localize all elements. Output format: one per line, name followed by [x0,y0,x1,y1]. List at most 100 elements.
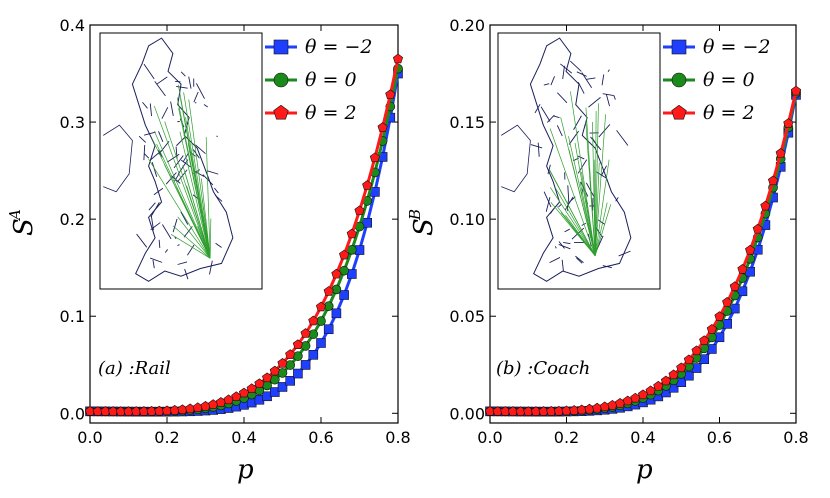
map-link [543,83,550,86]
panel-a-label: (a) :Rail [98,358,171,379]
data-point [246,383,257,394]
data-point [671,72,687,88]
panel-a-inset-map [99,32,263,290]
map-link [203,104,208,108]
data-point [385,89,396,99]
panel-b-coach: 0.0 0.2 0.4 0.6 0.8 0.00 0.05 0.10 0.15 0.20 θ = … [406,16,809,485]
map-link [177,261,188,265]
data-point [269,365,280,376]
data-point [346,228,357,239]
map-link [182,153,189,163]
map-shortcut [170,234,211,259]
data-point [339,249,350,260]
data-point [671,104,687,120]
data-point [369,152,380,163]
data-point [285,376,296,386]
map-link [601,74,605,86]
map-link [151,161,158,177]
map-link [215,242,222,248]
map-link [557,92,568,104]
map-link [534,103,541,114]
map-link [577,81,585,94]
map-link [550,76,555,86]
map-shortcut [594,114,606,256]
data-point [706,323,717,334]
data-point [660,375,672,386]
data-point [300,328,311,338]
y-tick-label: 0.00 [449,404,485,423]
map-link [172,218,178,233]
inset-frame [497,32,661,290]
panel-a-rail: 0.0 0.2 0.4 0.6 0.80.00.10.20.30.4 θ = −2θ =… [6,16,411,485]
map-link [537,142,540,157]
map-link [143,63,155,80]
map-link [161,107,169,119]
data-point [714,311,725,321]
panel-a-xlabel: p [237,455,254,485]
data-point [362,217,373,228]
map-link [546,114,555,123]
map-link [153,187,164,196]
data-point [362,180,373,190]
panel-b-ylabel: S B [406,209,439,236]
map-outline [529,37,632,282]
map-link [530,144,543,149]
map-link [556,125,563,137]
data-point [671,39,687,55]
map-shortcut [205,137,211,259]
map-link [144,131,156,136]
data-point [392,53,404,64]
map-link [164,249,169,253]
data-point [775,148,786,158]
map-link [547,164,551,175]
map-shortcut [176,187,211,259]
map-shortcut [548,169,596,256]
map-link [613,95,616,100]
x-tick-label: 0.0 [477,428,502,447]
map-shortcut [549,187,596,256]
y-tick-label: 0.20 [449,16,485,35]
map-shortcut [571,226,596,256]
map-link [206,170,219,175]
legend-label: θ = 0 [703,69,755,91]
data-point [273,72,289,88]
panel-b-series [484,85,802,417]
data-point [339,290,349,300]
map-link [214,187,219,194]
map-link [158,131,164,142]
map-link [195,144,206,155]
map-link [576,257,583,264]
map-link [174,174,180,182]
map-link [195,83,205,99]
map-link [605,94,610,107]
panel-b-ylabel-sup: B [406,209,424,221]
y-tick-label: 0.1 [60,307,85,326]
map-link [136,233,148,248]
x-tick-label: 0.4 [630,428,655,447]
map-link [187,244,195,256]
y-tick-label: 0.0 [60,404,85,423]
map-ireland [103,124,133,193]
map-link [170,101,174,117]
inset-frame [99,32,263,290]
data-point [285,349,296,359]
map-link [158,239,161,248]
data-point [645,385,656,396]
data-point [323,286,334,296]
map-link [177,244,180,246]
data-point [783,118,794,128]
map-link [177,169,188,183]
map-shortcut [570,91,596,256]
map-shortcut [549,128,596,256]
data-point [277,358,288,368]
map-link [554,246,557,249]
legend-label: θ = −2 [703,36,770,58]
map-link [602,265,612,269]
map-shortcut [555,187,596,256]
map-link [573,115,582,130]
panel-b-ylabel-base: S [409,218,439,236]
map-link [615,197,619,202]
data-point [273,104,289,120]
panel-a-series [84,53,404,417]
map-link [173,155,184,169]
